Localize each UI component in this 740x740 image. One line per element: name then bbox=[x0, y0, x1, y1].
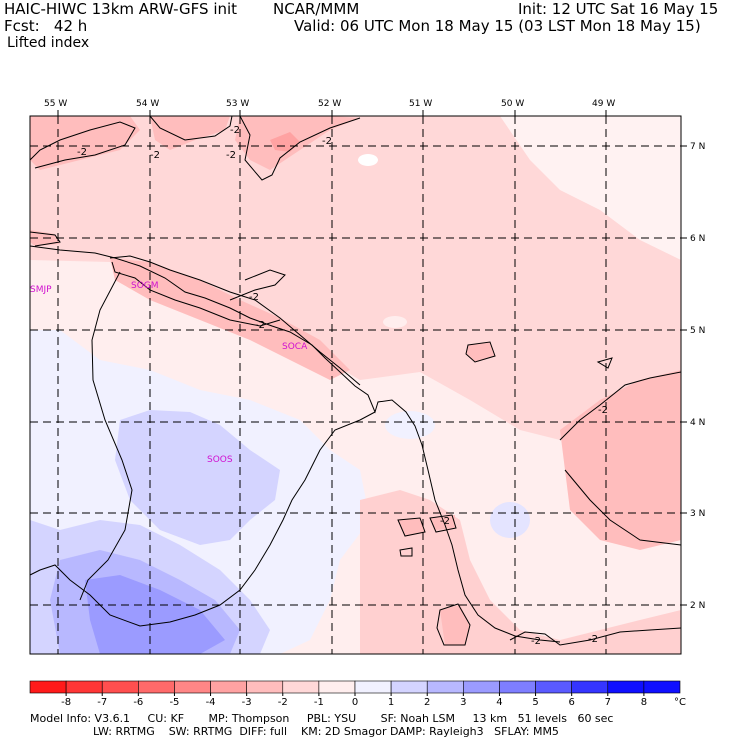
colorbar-tick-label: 8 bbox=[641, 697, 647, 708]
model-title: HAIC-HIWC 13km ARW-GFS init bbox=[4, 0, 238, 18]
colorbar-tick-label: -1 bbox=[314, 697, 324, 708]
lat-label: 2 N bbox=[690, 601, 705, 611]
valid-time: Valid: 06 UTC Mon 18 May 15 (03 LST Mon … bbox=[294, 17, 701, 35]
colorbar-swatch bbox=[138, 680, 175, 694]
lat-label: 4 N bbox=[690, 418, 705, 428]
contour-label: -2 bbox=[77, 147, 87, 158]
colorbar-tick-label: 4 bbox=[496, 697, 502, 708]
colorbar-tick-label: -6 bbox=[133, 697, 143, 708]
contour-label: -2 bbox=[249, 292, 259, 303]
station-label: SOCA bbox=[282, 342, 308, 352]
colorbar-tick-label: 3 bbox=[460, 697, 466, 708]
lon-label: 52 W bbox=[318, 99, 341, 109]
station-label: SMJP bbox=[30, 285, 52, 295]
forecast-hour: Fcst: 42 h bbox=[4, 17, 88, 35]
colorbar-swatch bbox=[174, 680, 211, 694]
contour-label: -2 bbox=[440, 516, 450, 527]
map-frame bbox=[29, 115, 682, 655]
colorbar-unit: °C bbox=[674, 697, 686, 708]
org-label: NCAR/MMM bbox=[273, 0, 360, 18]
contour-label: -2 bbox=[150, 150, 160, 161]
colorbar-swatch bbox=[354, 680, 392, 694]
colorbar-swatch bbox=[246, 680, 284, 694]
contour-label: -2 bbox=[230, 125, 240, 136]
lat-lon-grid bbox=[30, 116, 681, 654]
colorbar-swatch bbox=[318, 680, 356, 694]
model-info-line2: LW: RRTMG SW: RRTMG DIFF: full KM: 2D Sm… bbox=[30, 725, 559, 738]
colorbar-swatch bbox=[499, 680, 536, 694]
init-time: Init: 12 UTC Sat 16 May 15 bbox=[518, 0, 719, 18]
colorbar-tick-label: 1 bbox=[388, 697, 394, 708]
colorbar-tick-label: 2 bbox=[424, 697, 430, 708]
colorbar-swatch bbox=[390, 680, 428, 694]
lat-label: 7 N bbox=[690, 142, 705, 152]
lon-label: 55 W bbox=[44, 99, 67, 109]
colorbar-tick-label: -3 bbox=[242, 697, 252, 708]
colorbar: -8 -7 -6 -5 -4 -3 -2 -1 0 1 2 3 4 5 6 7 8 bbox=[29, 680, 681, 708]
contour-label: -2 bbox=[531, 636, 541, 647]
colorbar-swatch bbox=[607, 680, 645, 694]
field-name: Lifted index bbox=[7, 35, 90, 51]
lon-label: 50 W bbox=[501, 99, 524, 109]
colorbar-tick-label: 5 bbox=[532, 697, 538, 708]
lon-label: 53 W bbox=[226, 99, 249, 109]
colorbar-tick-label: 0 bbox=[352, 697, 358, 708]
contour-label: -2 bbox=[322, 136, 332, 147]
lat-label: 6 N bbox=[690, 234, 705, 244]
lat-label: 3 N bbox=[690, 509, 705, 519]
colorbar-swatch bbox=[210, 680, 247, 694]
contour-label: -2 bbox=[588, 634, 598, 645]
colorbar-swatch bbox=[29, 680, 67, 694]
colorbar-swatch bbox=[571, 680, 609, 694]
colorbar-tick-label: 7 bbox=[605, 697, 611, 708]
contour-label: -2 bbox=[226, 150, 236, 161]
lon-label: 49 W bbox=[592, 99, 615, 109]
contour-lines bbox=[30, 116, 681, 646]
colorbar-tick-label: -2 bbox=[278, 697, 288, 708]
axis-ticks bbox=[57, 110, 687, 606]
colorbar-tick-label: -4 bbox=[206, 697, 216, 708]
colorbar-tick-label: -8 bbox=[61, 697, 71, 708]
colorbar-swatch bbox=[101, 680, 139, 694]
colorbar-swatch bbox=[463, 680, 500, 694]
colorbar-tick-label: -5 bbox=[169, 697, 179, 708]
colorbar-swatch bbox=[535, 680, 572, 694]
model-info-line1: Model Info: V3.6.1 CU: KF MP: Thompson P… bbox=[30, 712, 614, 725]
colorbar-tick-label: -7 bbox=[97, 697, 107, 708]
lon-label: 51 W bbox=[409, 99, 432, 109]
contour-label: -2 bbox=[255, 320, 265, 331]
coastline bbox=[29, 245, 561, 643]
shaded-field bbox=[30, 116, 681, 654]
lat-label: 5 N bbox=[690, 326, 705, 336]
colorbar-tick-label: 6 bbox=[568, 697, 574, 708]
colorbar-swatch bbox=[643, 680, 681, 694]
colorbar-swatch bbox=[65, 680, 103, 694]
station-label: SOGM bbox=[131, 281, 159, 291]
colorbar-swatch bbox=[426, 680, 464, 694]
contour-label: -2 bbox=[598, 405, 608, 416]
colorbar-swatch bbox=[282, 680, 320, 694]
lon-label: 54 W bbox=[136, 99, 159, 109]
station-label: SOOS bbox=[207, 455, 233, 465]
